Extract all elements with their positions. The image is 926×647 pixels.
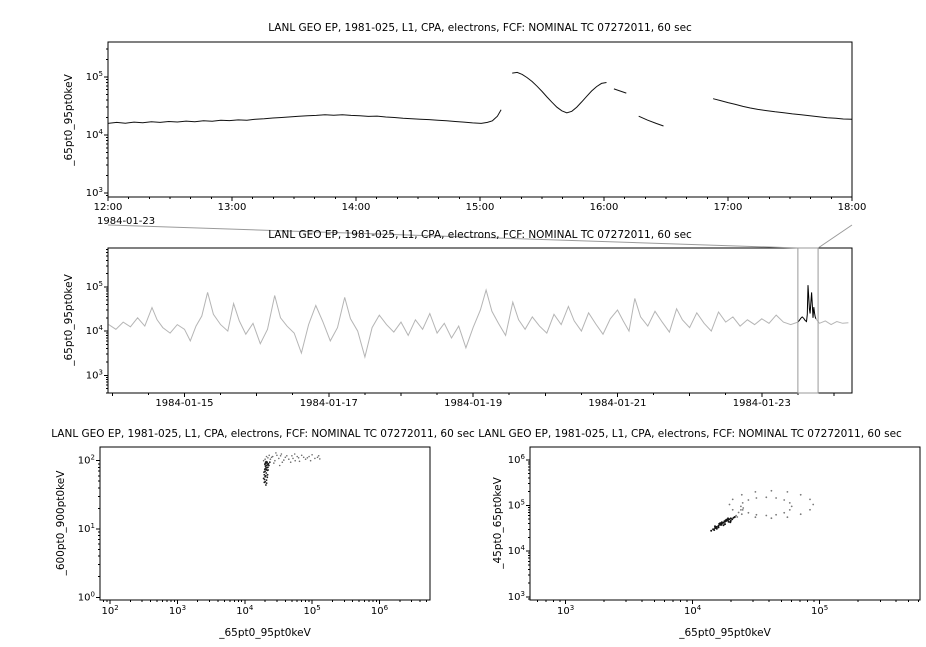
svg-text:16:00: 16:00 xyxy=(590,202,619,213)
svg-text:104: 104 xyxy=(508,544,526,557)
svg-text:101: 101 xyxy=(78,522,95,535)
svg-text:105: 105 xyxy=(304,604,321,617)
svg-text:1984-01-23: 1984-01-23 xyxy=(733,398,791,409)
svg-text:15:00: 15:00 xyxy=(466,202,495,213)
svg-text:104: 104 xyxy=(86,128,104,141)
series-overview-flux xyxy=(108,288,799,359)
series-sparse-points xyxy=(262,452,321,467)
svg-text:104: 104 xyxy=(86,324,104,337)
svg-text:105: 105 xyxy=(86,280,103,293)
svg-text:106: 106 xyxy=(371,604,389,617)
svg-text:103: 103 xyxy=(86,368,103,381)
series-electron-flux-65-95keV xyxy=(712,98,853,120)
series-overview-flux xyxy=(815,318,849,326)
panel2-plot-area[interactable] xyxy=(108,248,852,393)
svg-text:12:00: 12:00 xyxy=(94,202,123,213)
panel1-y-axis-label: _65pt0_95pt0keV xyxy=(63,74,75,166)
svg-text:1984-01-15: 1984-01-15 xyxy=(155,398,213,409)
svg-text:104: 104 xyxy=(684,604,702,617)
svg-text:103: 103 xyxy=(557,604,574,617)
plot-frame xyxy=(107,247,853,394)
svg-text:102: 102 xyxy=(102,604,119,617)
svg-text:103: 103 xyxy=(508,590,525,603)
panel4-x-axis-label: _65pt0_95pt0keV xyxy=(679,627,771,639)
panel-scatter-600-900-vs-65-95: 102 103 104 105 106 100 101 102 xyxy=(78,446,431,617)
panel1-plot-area[interactable] xyxy=(108,42,852,197)
series-loop-points xyxy=(728,489,815,520)
svg-text:102: 102 xyxy=(78,454,95,467)
svg-text:1984-01-21: 1984-01-21 xyxy=(588,398,646,409)
panel4-title: LANL GEO EP, 1981-025, L1, CPA, electron… xyxy=(478,428,902,440)
panel3-y-axis-label: _600pt0_900pt0keV xyxy=(55,470,67,576)
panel3-title: LANL GEO EP, 1981-025, L1, CPA, electron… xyxy=(51,428,475,440)
overview-connector-left xyxy=(107,224,798,249)
panel1-date-label: 1984-01-23 xyxy=(97,216,156,227)
overview-connector-right xyxy=(817,224,853,249)
series-dense-cluster xyxy=(710,516,736,532)
series-electron-flux-65-95keV xyxy=(107,109,502,124)
panel3-plot-area[interactable] xyxy=(100,447,430,600)
svg-text:100: 100 xyxy=(78,590,95,603)
panel-timeseries-detail: 12:00 13:00 14:00 15:00 16:00 17:00 18:00 103 10… xyxy=(86,41,867,213)
panel3-x-axis-label: _65pt0_95pt0keV xyxy=(219,627,311,639)
panel4-plot-area[interactable] xyxy=(530,447,920,600)
svg-text:105: 105 xyxy=(508,498,525,511)
svg-text:18:00: 18:00 xyxy=(838,202,867,213)
series-dense-cluster xyxy=(262,460,271,486)
svg-text:103: 103 xyxy=(169,604,186,617)
svg-text:103: 103 xyxy=(86,186,103,199)
series-highlighted-interval xyxy=(797,285,817,323)
svg-text:106: 106 xyxy=(508,453,526,466)
context-selection-box[interactable] xyxy=(797,247,819,394)
panel-scatter-45-65-vs-65-95: 103 104 105 103 104 105 106 xyxy=(508,446,921,617)
series-electron-flux-65-95keV xyxy=(613,88,627,94)
svg-text:105: 105 xyxy=(811,604,828,617)
svg-text:1984-01-17: 1984-01-17 xyxy=(300,398,358,409)
svg-text:1984-01-19: 1984-01-19 xyxy=(444,398,502,409)
svg-text:13:00: 13:00 xyxy=(218,202,247,213)
svg-text:105: 105 xyxy=(86,70,103,83)
svg-text:17:00: 17:00 xyxy=(714,202,743,213)
panel2-title: LANL GEO EP, 1981-025, L1, CPA, electron… xyxy=(268,229,692,241)
panel1-title: LANL GEO EP, 1981-025, L1, CPA, electron… xyxy=(268,22,692,34)
series-electron-flux-65-95keV xyxy=(512,71,607,114)
series-electron-flux-65-95keV xyxy=(638,115,664,127)
panel2-y-axis-label: _65pt0_95pt0keV xyxy=(63,274,75,366)
svg-text:104: 104 xyxy=(236,604,254,617)
panel4-y-axis-label: _45pt0_65pt0keV xyxy=(492,477,504,569)
svg-text:14:00: 14:00 xyxy=(342,202,371,213)
